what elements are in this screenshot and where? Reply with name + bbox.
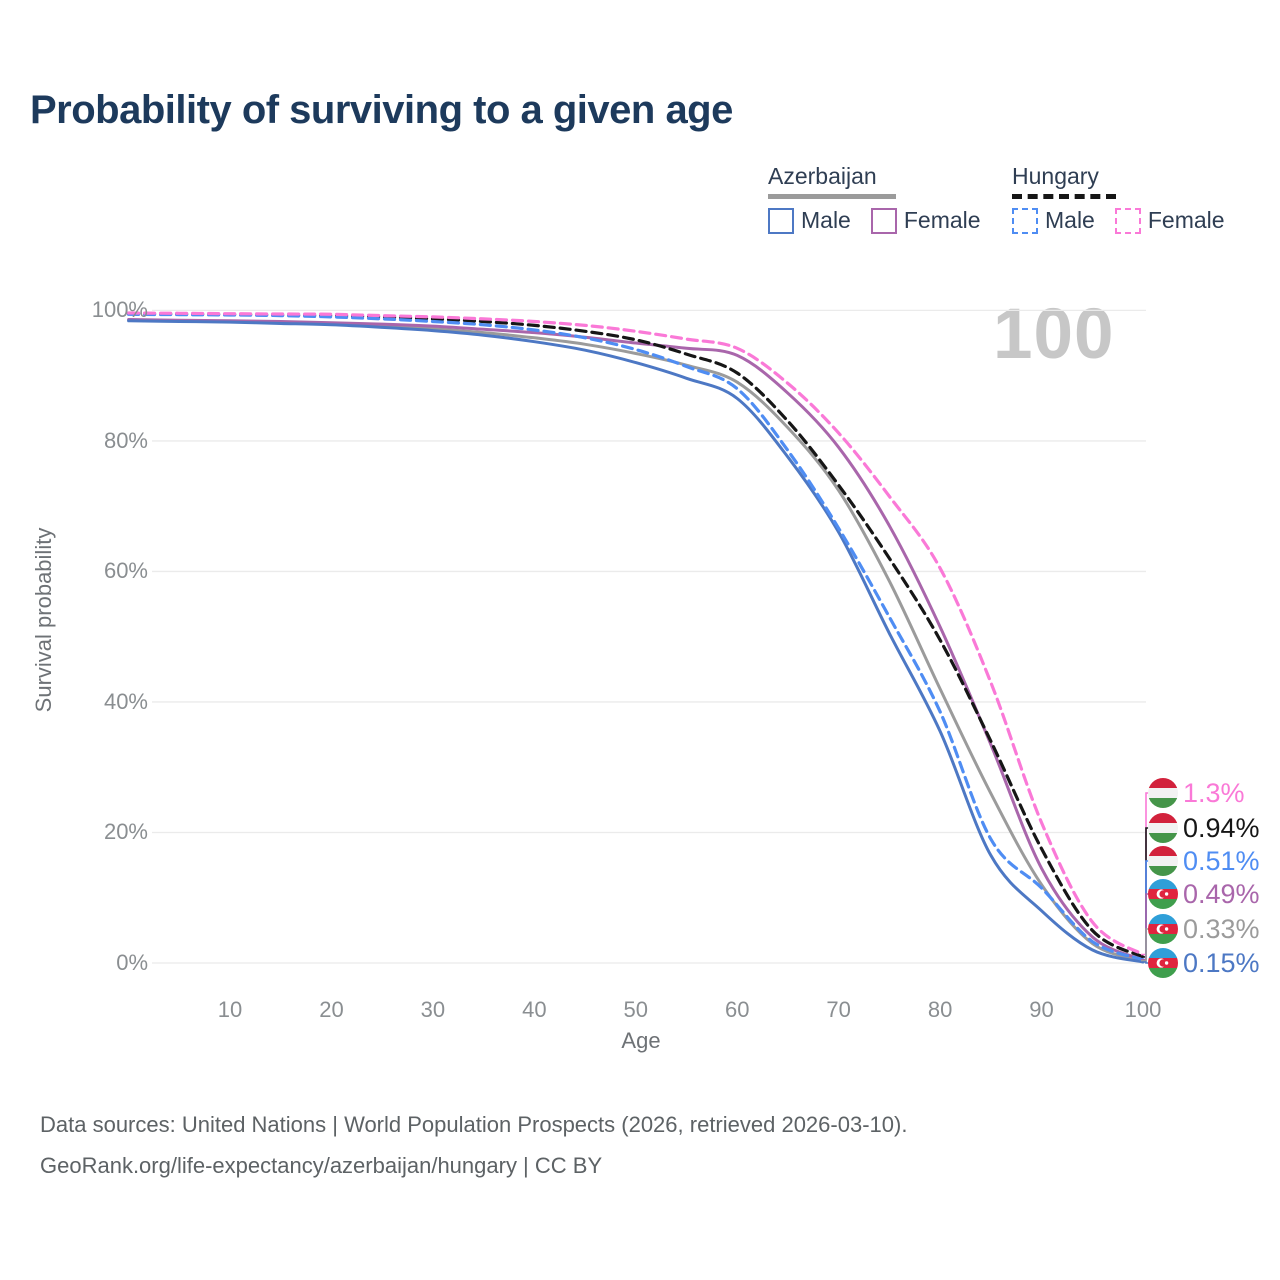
end-label-hu-male: 0.51% — [1148, 845, 1260, 877]
legend-item-azerbaijan-female-label: Female — [903, 207, 981, 233]
legend-item-hungary-female[interactable]: Female — [1114, 207, 1225, 234]
legend-group-hungary: Hungary Male Female — [1012, 163, 1245, 234]
legend-country-azerbaijan[interactable]: Azerbaijan — [768, 163, 1001, 199]
end-label-az-female-value: 0.49% — [1183, 878, 1260, 909]
y-tick-100: 100% — [91, 297, 148, 323]
x-tick-10: 10 — [217, 997, 243, 1022]
legend-country-azerbaijan-label: Azerbaijan — [768, 163, 877, 189]
footer-url: GeoRank.org/life-expectancy/azerbaijan/h… — [40, 1153, 603, 1178]
hover-age-watermark: 100 — [993, 295, 1115, 374]
x-tick-40: 40 — [522, 997, 547, 1022]
footer-data-sources: Data sources: United Nations | World Pop… — [40, 1112, 908, 1137]
legend-hungary-line-sample — [1012, 194, 1116, 199]
legend-item-hungary-male-label: Male — [1045, 207, 1095, 233]
x-tick-80: 80 — [927, 997, 953, 1022]
x-tick-90: 90 — [1029, 997, 1054, 1022]
x-axis-title: Age — [621, 1028, 661, 1053]
curve-az-all[interactable] — [127, 318, 1145, 963]
x-tick-30: 30 — [420, 997, 446, 1022]
legend-country-hungary-label: Hungary — [1012, 163, 1099, 189]
end-label-hu-all: 0.94% — [1148, 812, 1260, 844]
y-tick-20: 20% — [103, 819, 148, 845]
curve-hu-female[interactable] — [127, 311, 1145, 957]
x-tick-20: 20 — [319, 997, 344, 1022]
flag-azerbaijan-icon — [1148, 879, 1178, 909]
legend-checkbox-azerbaijan-male[interactable] — [768, 207, 794, 234]
x-tick-100: 100 — [1124, 997, 1162, 1022]
x-tick-50: 50 — [623, 997, 649, 1022]
page-title: Probability of surviving to a given age — [30, 88, 733, 132]
end-label-az-male: 0.15% — [1148, 947, 1260, 979]
legend-item-azerbaijan-male[interactable]: Male — [768, 207, 851, 234]
flag-hungary-icon — [1148, 813, 1178, 843]
end-label-az-all: 0.33% — [1148, 913, 1260, 945]
legend-azerbaijan-line-sample — [768, 194, 896, 199]
footer-attribution: Data sources: United Nations | World Pop… — [40, 1104, 907, 1186]
y-tick-40: 40% — [103, 688, 148, 714]
x-tick-70: 70 — [826, 997, 851, 1022]
legend-item-hungary-male[interactable]: Male — [1012, 207, 1095, 234]
legend-country-hungary[interactable]: Hungary — [1012, 163, 1245, 199]
end-label-az-male-value: 0.15% — [1183, 947, 1260, 978]
curve-az-male[interactable] — [127, 319, 1145, 964]
flag-azerbaijan-icon — [1148, 948, 1178, 978]
end-label-az-all-value: 0.33% — [1183, 913, 1260, 944]
flag-hungary-icon — [1148, 846, 1178, 876]
legend-item-hungary-female-label: Female — [1147, 207, 1225, 233]
y-tick-0: 0% — [116, 950, 148, 975]
end-label-hu-all-value: 0.94% — [1183, 812, 1260, 843]
legend-checkbox-hungary-female[interactable] — [1114, 207, 1141, 234]
legend-group-azerbaijan: Azerbaijan Male Female — [768, 163, 1001, 234]
legend-checkbox-azerbaijan-female[interactable] — [870, 207, 897, 234]
legend-item-azerbaijan-male-label: Male — [801, 207, 851, 233]
end-label-hu-female: 1.3% — [1148, 777, 1245, 809]
legend-checkbox-hungary-male[interactable] — [1012, 207, 1038, 234]
curve-hu-male[interactable] — [127, 312, 1145, 962]
y-tick-80: 80% — [103, 427, 148, 453]
end-label-az-female: 0.49% — [1148, 878, 1260, 910]
curve-az-female[interactable] — [127, 318, 1145, 962]
flag-azerbaijan-icon — [1148, 914, 1178, 944]
x-tick-60: 60 — [724, 997, 750, 1022]
y-tick-60: 60% — [103, 558, 148, 584]
end-label-hu-female-value: 1.3% — [1183, 777, 1245, 808]
curve-hu-all[interactable] — [127, 312, 1145, 959]
legend-item-azerbaijan-female[interactable]: Female — [870, 207, 981, 234]
end-label-hu-male-value: 0.51% — [1183, 845, 1260, 876]
flag-hungary-icon — [1148, 778, 1178, 808]
